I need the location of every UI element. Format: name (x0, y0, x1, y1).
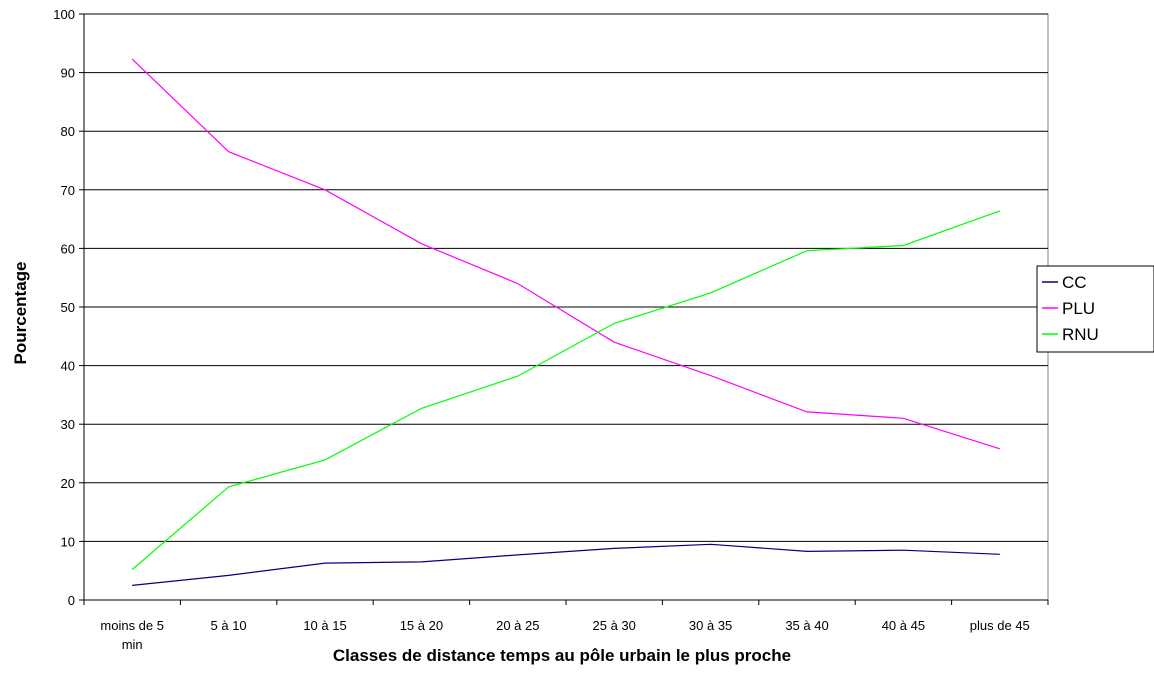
y-tick-label: 60 (61, 241, 75, 256)
series-line-rnu (131, 210, 1001, 570)
x-tick-label: 5 à 10 (211, 618, 247, 633)
axes (79, 13, 1049, 605)
y-tick-label: 70 (61, 183, 75, 198)
legend-box (1036, 265, 1154, 353)
x-tick-label: 40 à 45 (882, 618, 925, 633)
y-tick-label: 30 (61, 417, 75, 432)
x-tick-label: 20 à 25 (496, 618, 539, 633)
x-axis-title: Classes de distance temps au pôle urbain… (333, 646, 791, 665)
x-tick-label: 30 à 35 (689, 618, 732, 633)
series-line-plu (131, 58, 1000, 450)
x-tick-label: 25 à 30 (593, 618, 636, 633)
y-tick-label: 0 (68, 593, 75, 608)
series-lines (131, 58, 1001, 586)
y-tick-label: 90 (61, 66, 75, 81)
y-tick-label: 20 (61, 476, 75, 491)
y-tick-label: 10 (61, 534, 75, 549)
y-axis-title: Pourcentage (11, 262, 30, 365)
y-tick-label: 100 (53, 7, 75, 22)
legend-label-rnu: RNU (1062, 325, 1099, 344)
y-tick-label: 50 (61, 300, 75, 315)
x-tick-label: moins de 5 (100, 618, 164, 633)
legend-label-plu: PLU (1062, 299, 1095, 318)
x-tick-labels: moins de 5 min 5 à 10 10 à 15 15 à 20 20 à 25… (100, 618, 1029, 652)
series-line-cc (132, 543, 1000, 586)
x-tick-label: plus de 45 (970, 618, 1030, 633)
x-tick-label: 35 à 40 (785, 618, 828, 633)
x-tick-label: 15 à 20 (400, 618, 443, 633)
y-tick-labels: 0 10 20 30 40 50 60 70 80 90 100 (53, 7, 75, 608)
y-tick-label: 80 (61, 124, 75, 139)
x-tick-label: 10 à 15 (303, 618, 346, 633)
x-tick-label: min (122, 637, 143, 652)
legend: CC PLU RNU (1036, 265, 1154, 353)
y-tick-label: 40 (61, 359, 75, 374)
legend-label-cc: CC (1062, 273, 1087, 292)
